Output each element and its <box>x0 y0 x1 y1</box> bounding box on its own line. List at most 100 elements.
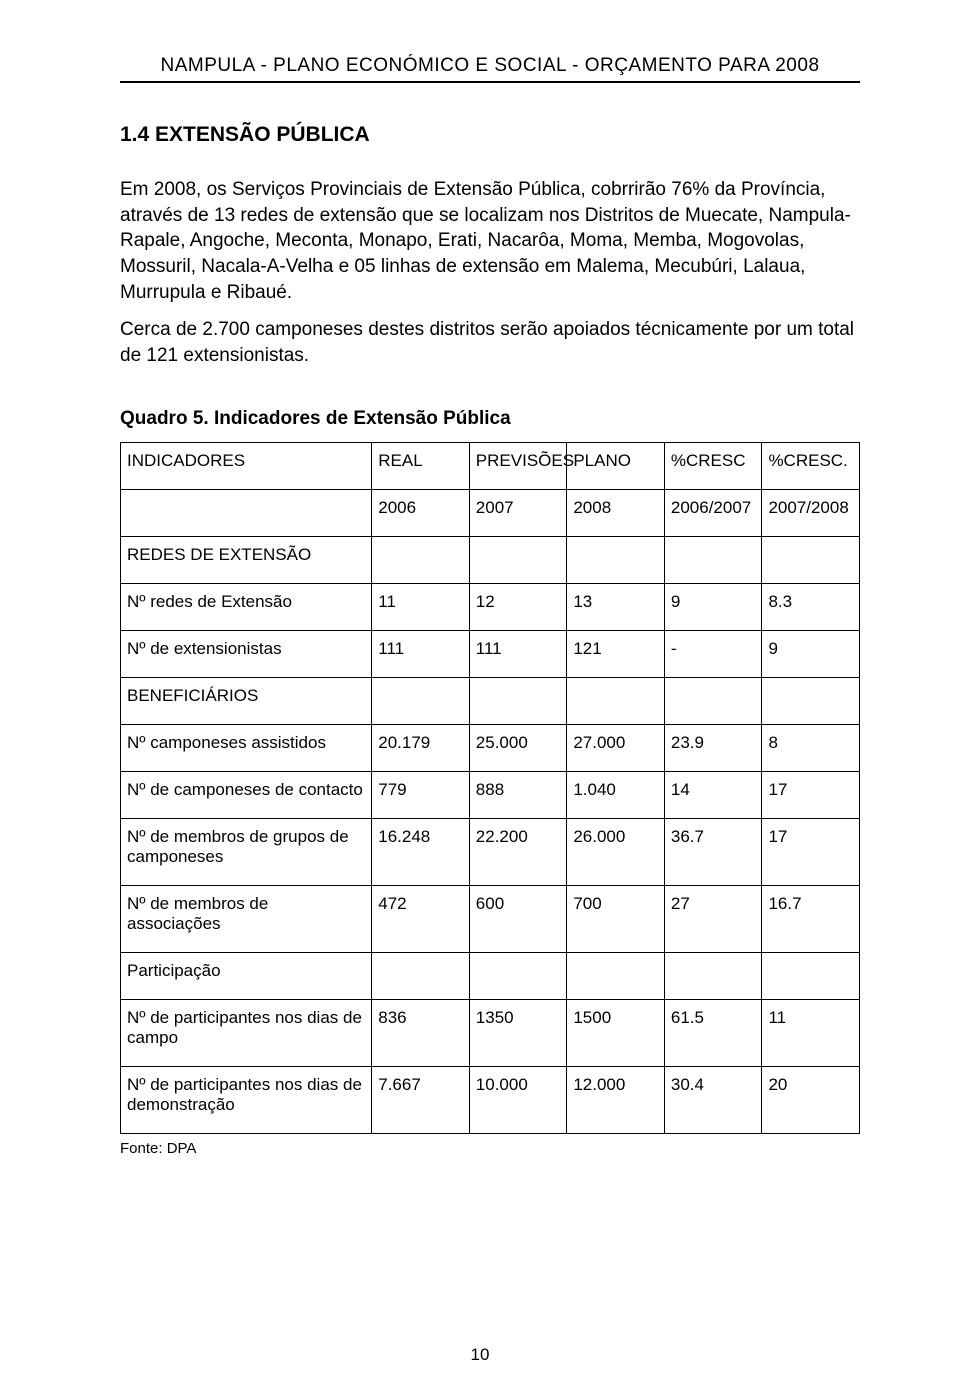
table-row-label: Nº de membros de grupos de camponeses <box>121 819 372 886</box>
indicators-table: INDICADORES REAL PREVISÕES PLANO %CRESC … <box>120 442 860 1134</box>
table-row-label: Nº camponeses assistidos <box>121 725 372 772</box>
table-cell: 16.7 <box>762 886 860 953</box>
table-cell: 1500 <box>567 1000 665 1067</box>
table-cell: 61.5 <box>664 1000 762 1067</box>
table-cell: 10.000 <box>469 1067 567 1134</box>
table-row: Nº de participantes nos dias de demonstr… <box>121 1067 860 1134</box>
table-row-label: Nº redes de Extensão <box>121 584 372 631</box>
table-cell-empty <box>567 953 665 1000</box>
table-cell: 1.040 <box>567 772 665 819</box>
table-cell-empty <box>762 537 860 584</box>
table-cell: 9 <box>664 584 762 631</box>
table-row: Nº camponeses assistidos20.17925.00027.0… <box>121 725 860 772</box>
table-cell: 17 <box>762 819 860 886</box>
table-body: REDES DE EXTENSÃONº redes de Extensão111… <box>121 537 860 1134</box>
table-row-label: Nº de membros de associações <box>121 886 372 953</box>
table-cell-empty <box>372 953 470 1000</box>
table-header-row-1: INDICADORES REAL PREVISÕES PLANO %CRESC … <box>121 443 860 490</box>
col-header-indicadores: INDICADORES <box>121 443 372 490</box>
table-cell: 27 <box>664 886 762 953</box>
table-row: BENEFICIÁRIOS <box>121 678 860 725</box>
table-cell: 20 <box>762 1067 860 1134</box>
section-title: 1.4 EXTENSÃO PÚBLICA <box>120 123 860 147</box>
table-row: Nº de membros de associações472600700271… <box>121 886 860 953</box>
col-header-previsoes: PREVISÕES <box>469 443 567 490</box>
table-header-row-2: 2006 2007 2008 2006/2007 2007/2008 <box>121 490 860 537</box>
col-header-cresc1: %CRESC <box>664 443 762 490</box>
table-cell: 8 <box>762 725 860 772</box>
table-row: Nº de participantes nos dias de campo836… <box>121 1000 860 1067</box>
table-row: Nº de membros de grupos de camponeses16.… <box>121 819 860 886</box>
table-row-label: Nº de participantes nos dias de campo <box>121 1000 372 1067</box>
table-cell: 888 <box>469 772 567 819</box>
table-cell: 836 <box>372 1000 470 1067</box>
table-cell: 11 <box>372 584 470 631</box>
page-header: NAMPULA - PLANO ECONÓMICO E SOCIAL - ORÇ… <box>120 55 860 77</box>
table-cell: 26.000 <box>567 819 665 886</box>
table-row-label: Nº de extensionistas <box>121 631 372 678</box>
table-cell: 12.000 <box>567 1067 665 1134</box>
col-header-real: REAL <box>372 443 470 490</box>
paragraph-2: Cerca de 2.700 camponeses destes distrit… <box>120 317 860 368</box>
table-cell: 111 <box>469 631 567 678</box>
page-number: 10 <box>0 1345 960 1365</box>
table-cell: 14 <box>664 772 762 819</box>
table-source: Fonte: DPA <box>120 1140 860 1157</box>
table-row-label: Nº de camponeses de contacto <box>121 772 372 819</box>
table-cell: 17 <box>762 772 860 819</box>
table-row: Nº redes de Extensão11121398.3 <box>121 584 860 631</box>
table-row: Nº de extensionistas111111121-9 <box>121 631 860 678</box>
table-row: Participação <box>121 953 860 1000</box>
table-cell: 779 <box>372 772 470 819</box>
table-cell: 30.4 <box>664 1067 762 1134</box>
table-cell: 9 <box>762 631 860 678</box>
table-cell: 700 <box>567 886 665 953</box>
table-cell: 36.7 <box>664 819 762 886</box>
table-cell: 23.9 <box>664 725 762 772</box>
table-section-label: Participação <box>121 953 372 1000</box>
table-row: REDES DE EXTENSÃO <box>121 537 860 584</box>
table-cell-empty <box>469 678 567 725</box>
table-cell: 12 <box>469 584 567 631</box>
table-cell: 121 <box>567 631 665 678</box>
table-cell: 111 <box>372 631 470 678</box>
table-cell: 16.248 <box>372 819 470 886</box>
table-title: Quadro 5. Indicadores de Extensão Públic… <box>120 408 860 430</box>
table-cell-empty <box>372 678 470 725</box>
table-cell-empty <box>469 953 567 1000</box>
table-cell-empty <box>664 953 762 1000</box>
col-subheader-blank <box>121 490 372 537</box>
table-cell: 8.3 <box>762 584 860 631</box>
table-cell: 22.200 <box>469 819 567 886</box>
table-cell: 1350 <box>469 1000 567 1067</box>
table-cell-empty <box>567 678 665 725</box>
table-cell: 25.000 <box>469 725 567 772</box>
col-subheader-2008: 2008 <box>567 490 665 537</box>
table-cell-empty <box>762 678 860 725</box>
paragraph-1: Em 2008, os Serviços Provinciais de Exte… <box>120 177 860 305</box>
table-cell: 20.179 <box>372 725 470 772</box>
table-cell: 600 <box>469 886 567 953</box>
col-subheader-2006: 2006 <box>372 490 470 537</box>
table-section-label: BENEFICIÁRIOS <box>121 678 372 725</box>
table-section-label: REDES DE EXTENSÃO <box>121 537 372 584</box>
table-cell: 7.667 <box>372 1067 470 1134</box>
col-header-plano: PLANO <box>567 443 665 490</box>
table-cell-empty <box>664 678 762 725</box>
table-cell: 472 <box>372 886 470 953</box>
col-subheader-2007: 2007 <box>469 490 567 537</box>
table-cell: 11 <box>762 1000 860 1067</box>
col-subheader-2006-2007: 2006/2007 <box>664 490 762 537</box>
table-cell-empty <box>664 537 762 584</box>
table-cell-empty <box>372 537 470 584</box>
table-cell: 13 <box>567 584 665 631</box>
table-cell-empty <box>762 953 860 1000</box>
table-cell: 27.000 <box>567 725 665 772</box>
table-cell: - <box>664 631 762 678</box>
table-row: Nº de camponeses de contacto7798881.0401… <box>121 772 860 819</box>
table-cell-empty <box>567 537 665 584</box>
table-cell-empty <box>469 537 567 584</box>
table-row-label: Nº de participantes nos dias de demonstr… <box>121 1067 372 1134</box>
header-rule <box>120 81 860 83</box>
col-subheader-2007-2008: 2007/2008 <box>762 490 860 537</box>
